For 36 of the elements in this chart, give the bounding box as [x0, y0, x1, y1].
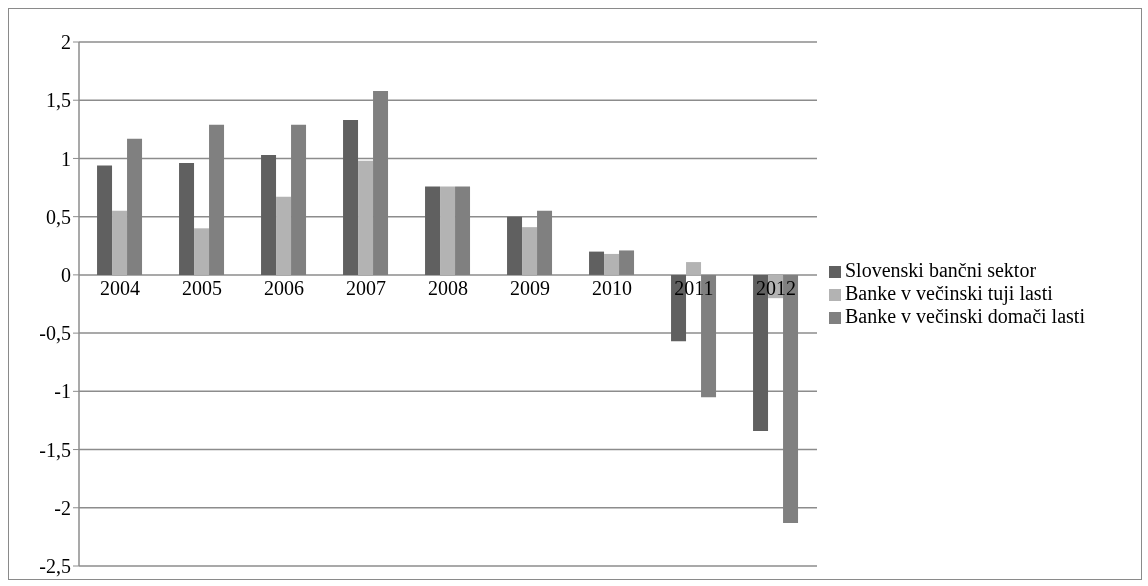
bar [507, 216, 523, 275]
x-tick-label: 2009 [510, 276, 550, 299]
bar [112, 210, 128, 275]
bar [179, 163, 195, 275]
y-tick-label: 0,5 [46, 205, 71, 228]
bar [97, 165, 113, 275]
x-tick-label: 2008 [428, 276, 468, 299]
bar [261, 154, 277, 275]
bar [343, 120, 359, 275]
y-tick-label: -1 [54, 380, 71, 403]
y-tick-label: -0,5 [39, 322, 71, 345]
x-tick-label: 2010 [592, 276, 632, 299]
bar [604, 253, 620, 275]
y-tick-label: -1,5 [39, 438, 71, 461]
y-tick-label: -2,5 [39, 555, 71, 578]
y-tick-label: 0 [61, 263, 71, 286]
bar [276, 196, 292, 275]
x-tick-label: 2004 [100, 276, 140, 299]
y-tick-label: 1,5 [46, 89, 71, 112]
y-tick-label: 1 [61, 147, 71, 170]
bar [358, 160, 374, 275]
x-tick-label: 2006 [264, 276, 304, 299]
bar [589, 251, 605, 275]
bar [686, 262, 702, 275]
x-tick-label: 2005 [182, 276, 222, 299]
legend-label: Banke v večinski domači lasti [845, 304, 1085, 327]
legend-label: Slovenski bančni sektor [845, 258, 1037, 281]
bar [194, 228, 210, 275]
x-tick-label: 2012 [756, 276, 796, 299]
bar [425, 186, 441, 275]
bar [522, 227, 538, 275]
bar [440, 186, 456, 275]
x-tick-label: 2007 [346, 276, 386, 299]
y-tick-label: 2 [61, 31, 71, 54]
legend-label: Banke v večinski tuji lasti [845, 281, 1053, 304]
y-tick-label: -2 [54, 496, 71, 519]
